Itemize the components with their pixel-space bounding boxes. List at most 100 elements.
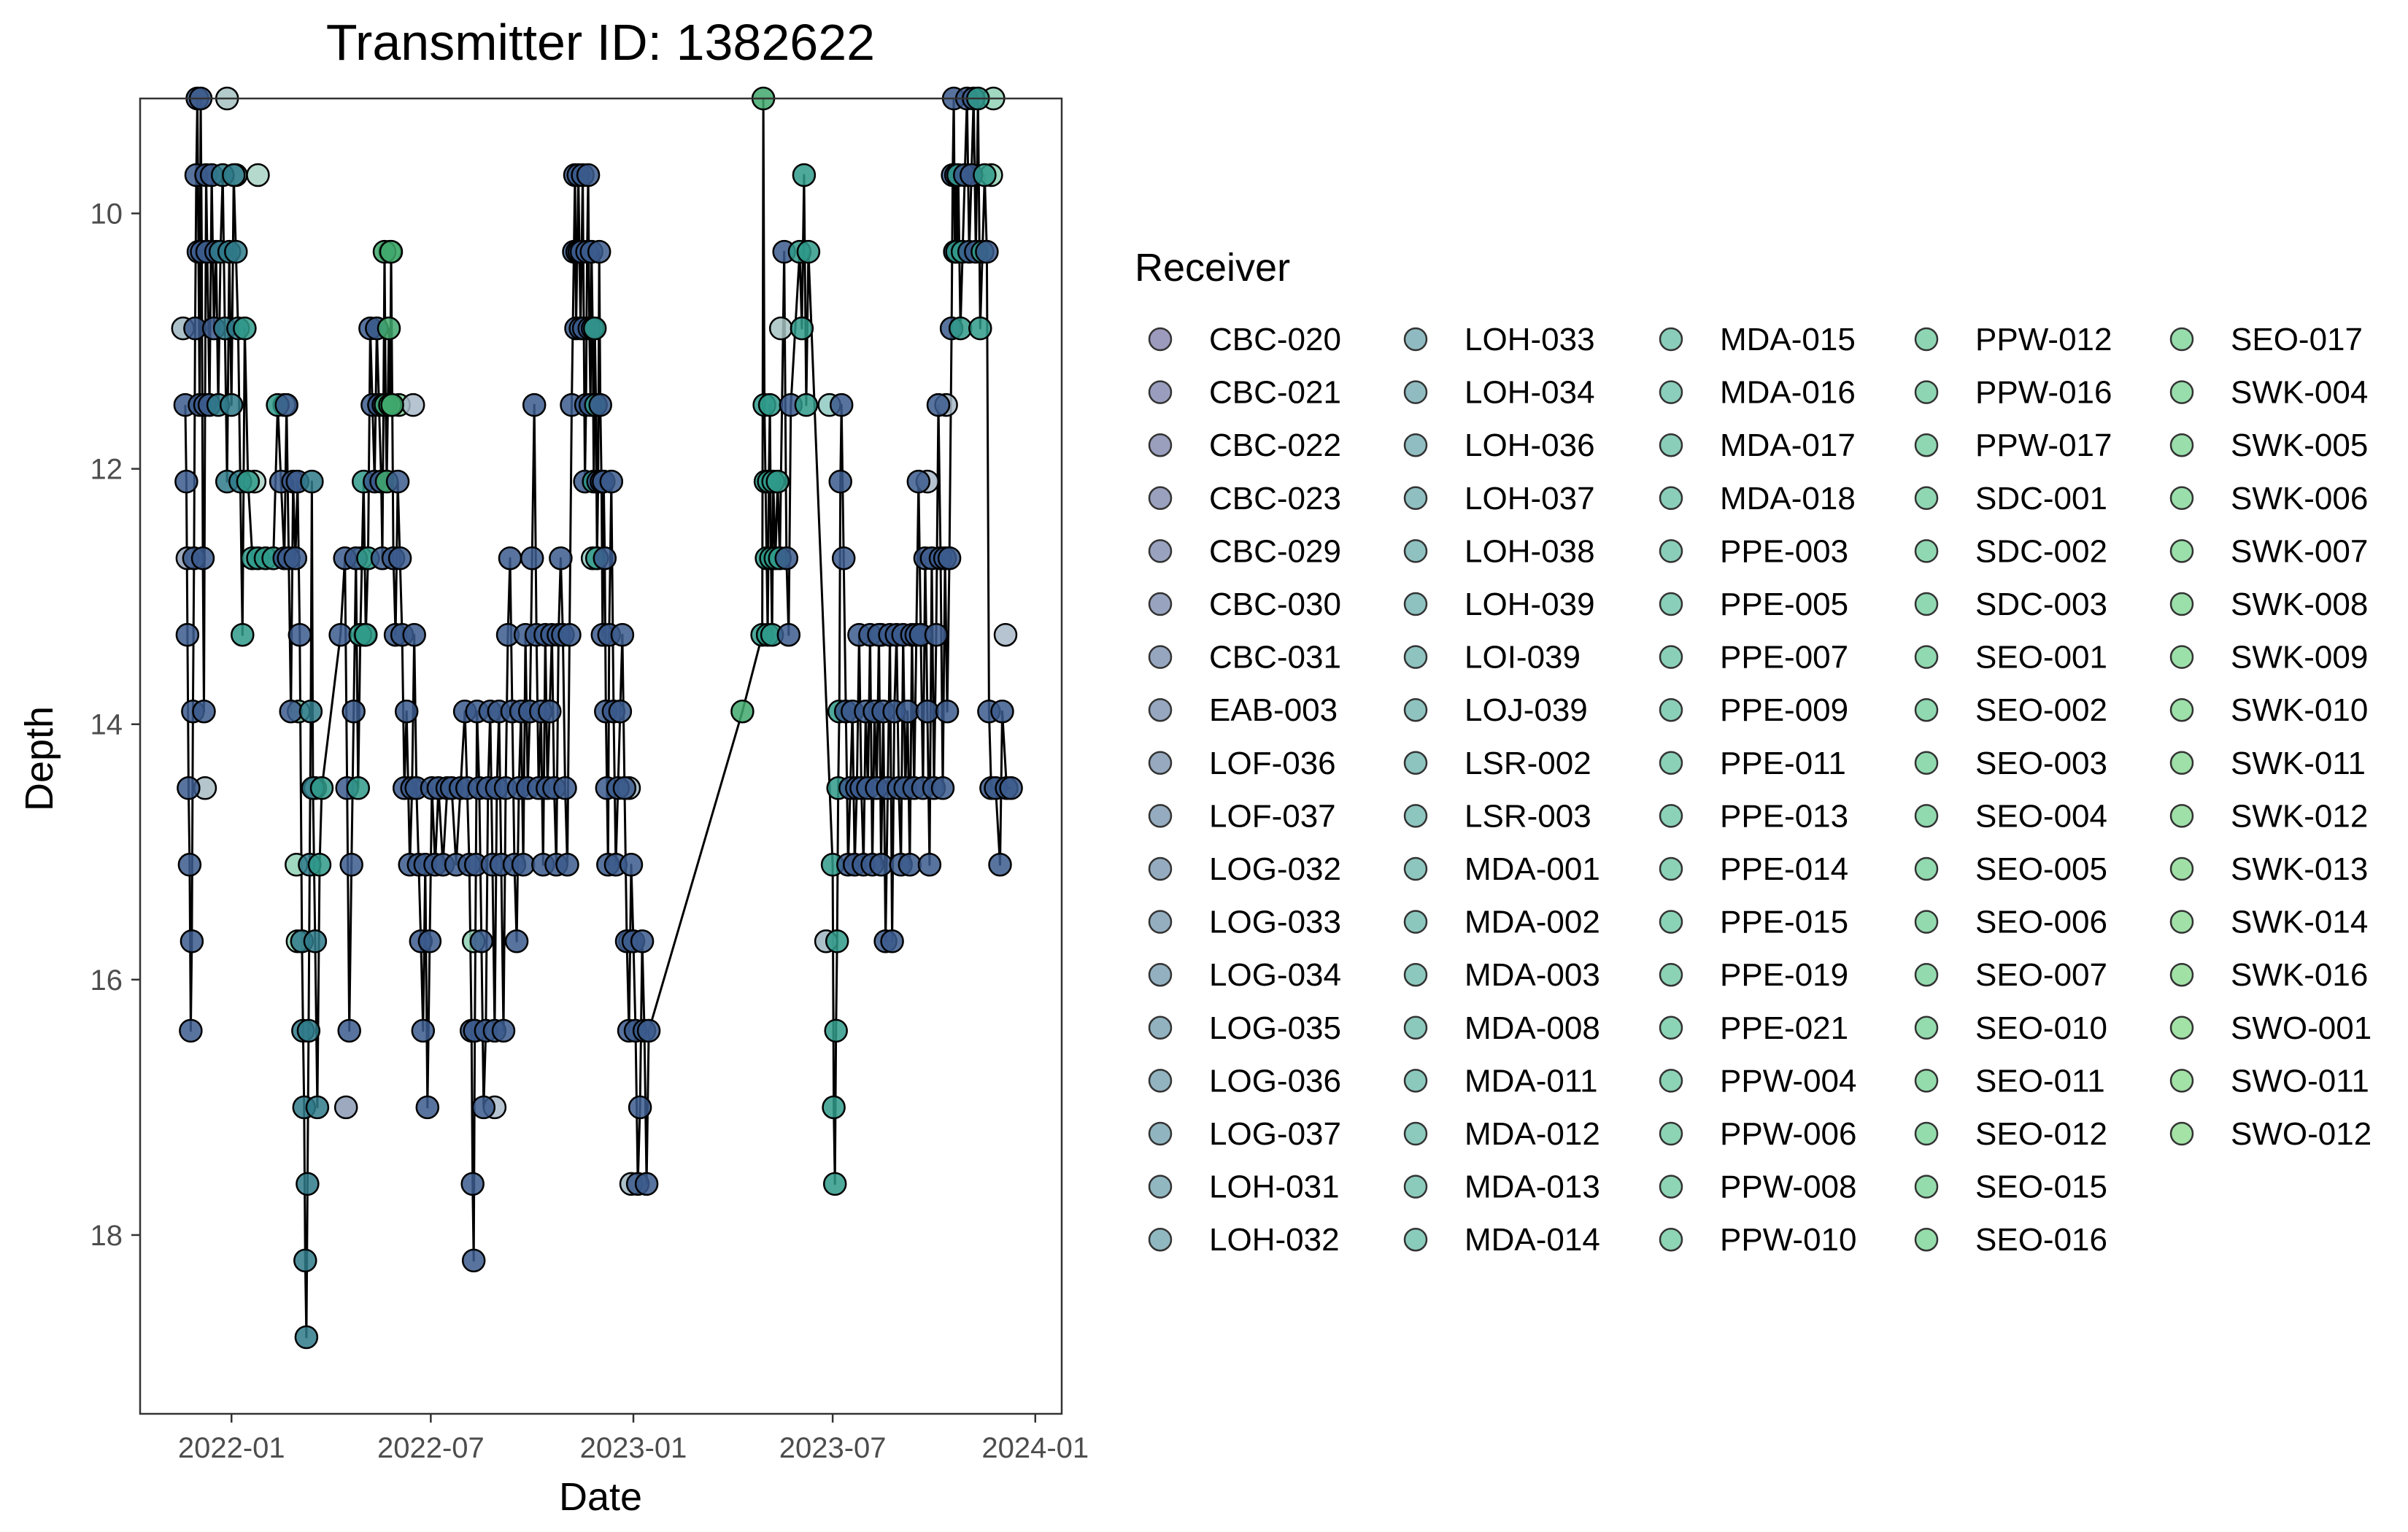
- legend-key: [1659, 592, 1683, 616]
- data-point: [831, 546, 856, 570]
- legend-label: SEO-001: [1975, 640, 2107, 676]
- data-point: [822, 1172, 847, 1196]
- data-point: [233, 316, 257, 341]
- data-point: [612, 776, 637, 800]
- data-point: [491, 1018, 516, 1043]
- legend-label: LOH-034: [1465, 375, 1595, 411]
- data-point: [339, 853, 363, 877]
- data-point: [935, 699, 960, 724]
- x-tick-label: 2023-01: [580, 1432, 687, 1464]
- legend-label: PPE-005: [1720, 587, 1848, 622]
- data-point: [988, 853, 1012, 877]
- data-point: [765, 469, 790, 494]
- legend-label: SWK-005: [2231, 428, 2368, 463]
- legend-label: CBC-023: [1209, 481, 1341, 517]
- x-tick-label: 2024-01: [981, 1432, 1089, 1464]
- legend-label: MDA-011: [1465, 1063, 1598, 1099]
- legend-label: PPE-013: [1720, 798, 1848, 834]
- data-point: [190, 546, 215, 570]
- legend-key: [1659, 1015, 1683, 1040]
- legend-key: [2169, 910, 2194, 934]
- legend-key: [2169, 645, 2194, 669]
- legend-key: [2169, 1015, 2194, 1040]
- legend-key: [2169, 751, 2194, 775]
- data-point: [333, 1095, 358, 1120]
- legend-label: SDC-002: [1975, 533, 2107, 569]
- legend-key: [1403, 645, 1428, 669]
- legend-key: [1148, 486, 1173, 511]
- legend-key: [2169, 856, 2194, 881]
- legend-label: SDC-003: [1975, 587, 2107, 622]
- legend-key: [1148, 327, 1173, 352]
- legend-key: [1914, 327, 1939, 352]
- legend-key: [1403, 539, 1428, 563]
- legend-label: MDA-018: [1720, 481, 1856, 517]
- data-point: [993, 622, 1018, 647]
- legend-label: SEO-015: [1975, 1169, 2107, 1205]
- legend-label: CBC-020: [1209, 322, 1341, 357]
- data-point: [553, 776, 577, 800]
- legend-key: [2169, 697, 2194, 722]
- data-point: [288, 622, 312, 647]
- data-point: [274, 392, 298, 417]
- legend-label: CBC-031: [1209, 640, 1341, 676]
- data-point: [975, 239, 999, 264]
- data-point: [380, 392, 404, 417]
- data-point: [293, 1248, 317, 1273]
- legend-label: EAB-003: [1209, 692, 1338, 728]
- series-line: [184, 97, 1011, 1339]
- data-point: [968, 316, 992, 341]
- data-point: [634, 1172, 659, 1196]
- data-point: [973, 163, 997, 187]
- legend-label: MDA-012: [1465, 1116, 1600, 1152]
- legend-label: PPW-012: [1975, 322, 2112, 357]
- data-point: [219, 392, 244, 417]
- legend-label: PPW-008: [1720, 1169, 1857, 1205]
- legend-key: [1403, 962, 1428, 987]
- legend-key: [2169, 592, 2194, 616]
- data-point: [305, 1095, 330, 1120]
- legend-key: [1659, 645, 1683, 669]
- legend-key: [1659, 856, 1683, 881]
- legend-key: [1148, 592, 1173, 616]
- data-point: [828, 469, 852, 494]
- data-point: [402, 622, 426, 647]
- legend-label: MDA-008: [1465, 1010, 1600, 1046]
- legend-key: [1403, 1121, 1428, 1146]
- legend-label: SWK-012: [2231, 798, 2368, 834]
- chart-title: Transmitter ID: 1382622: [326, 14, 875, 71]
- legend-label: LOI-039: [1465, 640, 1581, 676]
- legend-label: LSR-003: [1465, 798, 1591, 834]
- legend-key: [1148, 1015, 1173, 1040]
- legend-key: [1914, 1227, 1939, 1252]
- legend-key: [1148, 380, 1173, 404]
- legend-label: SEO-002: [1975, 692, 2107, 728]
- legend-key: [1659, 751, 1683, 775]
- data-point: [394, 699, 419, 724]
- legend-key: [1148, 1069, 1173, 1093]
- legend-key: [1914, 539, 1939, 563]
- legend-key: [2169, 962, 2194, 987]
- legend-key: [1403, 1069, 1428, 1093]
- legend-label: SEO-012: [1975, 1116, 2107, 1152]
- data-point: [174, 469, 198, 494]
- data-point: [557, 622, 582, 647]
- data-point: [337, 1018, 361, 1043]
- legend-key: [1914, 486, 1939, 511]
- plot-area: [139, 86, 1063, 1415]
- data-point: [279, 699, 303, 724]
- legend-label: LOH-038: [1465, 533, 1595, 569]
- legend-label: LOF-037: [1209, 798, 1336, 834]
- data-point: [549, 546, 573, 570]
- legend-key: [1148, 539, 1173, 563]
- data-point: [379, 239, 404, 264]
- data-point: [895, 699, 919, 724]
- legend-key: [2169, 539, 2194, 563]
- y-tick-label: 18: [90, 1220, 123, 1252]
- legend-label: CBC-029: [1209, 533, 1341, 569]
- data-point: [790, 316, 814, 341]
- legend-label: PPW-017: [1975, 428, 2112, 463]
- legend-label: SDC-001: [1975, 481, 2107, 517]
- legend-label: LOG-035: [1209, 1010, 1341, 1046]
- data-point: [917, 853, 942, 877]
